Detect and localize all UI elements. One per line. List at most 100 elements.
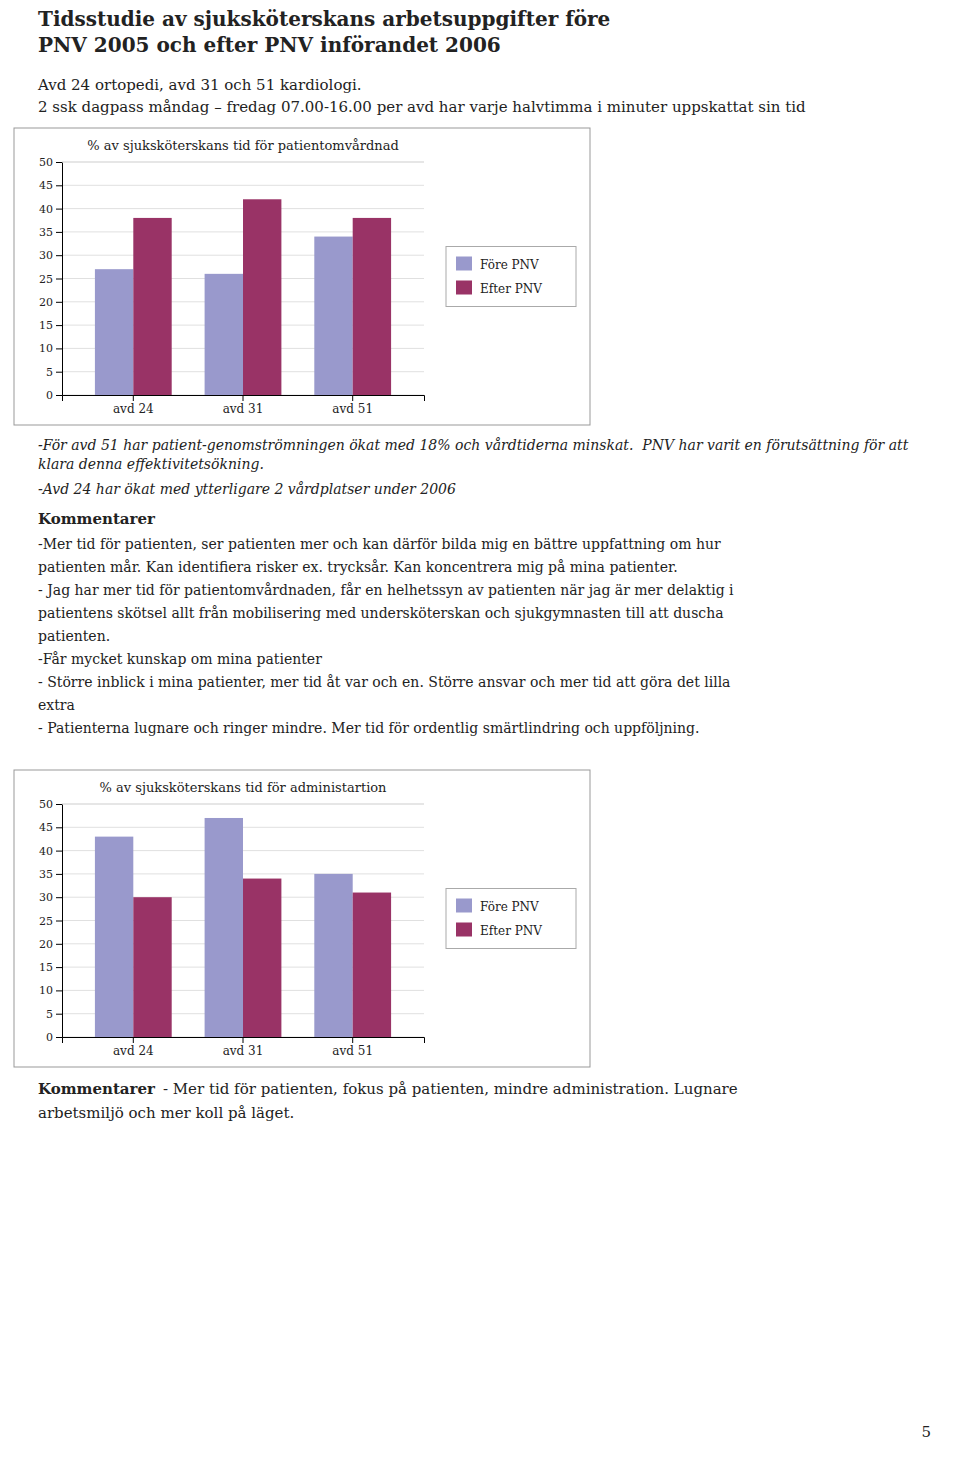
comment-line: -Får mycket kunskap om mina patienter (38, 651, 322, 667)
tick-mark (56, 921, 62, 922)
tick-mark (133, 1037, 134, 1043)
grid (62, 804, 424, 1037)
axis-line (56, 805, 63, 1038)
tick-label: 0 (46, 1031, 53, 1044)
comment-line: arbetsmiljö och mer koll på läget. (38, 1104, 294, 1122)
tick: 40 (39, 203, 62, 216)
bar (243, 199, 281, 395)
tick: 15 (39, 319, 62, 332)
comment-line: - Jag har mer tid för patientomvårdnaden… (38, 582, 734, 598)
tick: 25 (39, 915, 62, 928)
tick-mark (56, 348, 62, 349)
tick: avd 51 (332, 1037, 373, 1058)
tick-mark (243, 1037, 244, 1043)
tick-label: 50 (39, 156, 53, 169)
tick: 35 (39, 868, 62, 881)
tick: 50 (39, 798, 62, 811)
tick: 45 (39, 179, 62, 192)
tick: avd 31 (223, 395, 264, 416)
subtitle: 2 ssk dagpass måndag – fredag 07.00-16.0… (38, 98, 806, 116)
tick-label: 15 (39, 319, 53, 332)
tick-label: 20 (39, 938, 53, 951)
bars (95, 818, 391, 1037)
tick-label: 35 (39, 868, 53, 881)
legend: Före PNVEfter PNV (446, 889, 576, 949)
tick: 20 (39, 938, 62, 951)
tick: 5 (46, 366, 62, 379)
axis-line (63, 396, 425, 402)
chart-title: % av sjuksköterskans tid för patientomvå… (87, 138, 398, 153)
tick-label: 30 (39, 891, 53, 904)
tick-label: 10 (39, 342, 53, 355)
tick-mark (133, 395, 134, 401)
tick: 45 (39, 821, 62, 834)
tick-label: 35 (39, 226, 53, 239)
comment-line: - Mer tid för patienten, fokus på patien… (163, 1080, 738, 1098)
tick-mark (56, 967, 62, 968)
tick-mark (243, 395, 244, 401)
grid-line (62, 185, 424, 186)
legend-entry: Före PNV (480, 258, 539, 272)
axis-line (56, 163, 63, 396)
tick: 10 (39, 984, 62, 997)
bar (314, 874, 352, 1037)
tick-label: 50 (39, 798, 53, 811)
tick-label: 5 (46, 366, 53, 379)
x-axis: avd 24avd 31avd 51 (63, 1037, 425, 1058)
comment-line: patienten. (38, 628, 110, 644)
bar (314, 237, 352, 395)
tick-mark (56, 804, 62, 805)
tick-label: 25 (39, 915, 53, 928)
tick-label: 5 (46, 1008, 53, 1021)
comment-line: - Patienterna lugnare och ringer mindre.… (38, 720, 699, 736)
bar (133, 897, 171, 1037)
tick: 35 (39, 226, 62, 239)
tick: 0 (46, 389, 62, 402)
tick-label: 45 (39, 179, 53, 192)
tick-mark (56, 162, 62, 163)
tick-mark (56, 897, 62, 898)
chart-frame (14, 770, 590, 1067)
chart-title: % av sjuksköterskans tid för administart… (100, 780, 388, 795)
comment-heading: Kommentarer (38, 1080, 156, 1098)
legend-box (446, 889, 576, 949)
tick: avd 31 (223, 1037, 264, 1058)
tick-mark (56, 827, 62, 828)
grid-line (62, 804, 424, 805)
tick: 30 (39, 891, 62, 904)
tick-mark (56, 1037, 62, 1038)
tick: 25 (39, 273, 62, 286)
y-axis: 05101520253035404550 (39, 156, 63, 402)
tick-mark (56, 372, 62, 373)
bar (353, 893, 391, 1037)
bar (95, 837, 133, 1037)
x-axis: avd 24avd 31avd 51 (63, 395, 425, 416)
tick-mark (352, 395, 353, 401)
tick-label: 45 (39, 821, 53, 834)
tick-label: avd 51 (332, 402, 373, 416)
tick-label: 15 (39, 961, 53, 974)
tick: 20 (39, 296, 62, 309)
comment-line: - Större inblick i mina patienter, mer t… (38, 674, 730, 690)
page-number: 5 (921, 1423, 931, 1441)
tick-label: 40 (39, 203, 53, 216)
comment-heading: Kommentarer (38, 510, 156, 528)
legend-swatch (456, 923, 472, 937)
tick: 40 (39, 845, 62, 858)
tick: 10 (39, 342, 62, 355)
tick-mark (56, 209, 62, 210)
tick-mark (56, 232, 62, 233)
legend-swatch (456, 281, 472, 295)
comment-line: extra (38, 697, 75, 713)
tick-mark (56, 279, 62, 280)
legend-entry: Efter PNV (480, 924, 542, 938)
tick-label: 20 (39, 296, 53, 309)
axis-line (63, 1038, 425, 1044)
page-title: Tidsstudie av sjuksköterskans arbetsuppg… (38, 7, 610, 57)
plot-frame (62, 804, 424, 805)
comment-line: -Mer tid för patienten, ser patienten me… (38, 536, 721, 552)
legend-box (446, 247, 576, 307)
tick-mark (56, 395, 62, 396)
y-axis: 0 5 10 15 20 25 30 35 40 45 50 (39, 798, 63, 1044)
tick: avd 51 (332, 395, 373, 416)
